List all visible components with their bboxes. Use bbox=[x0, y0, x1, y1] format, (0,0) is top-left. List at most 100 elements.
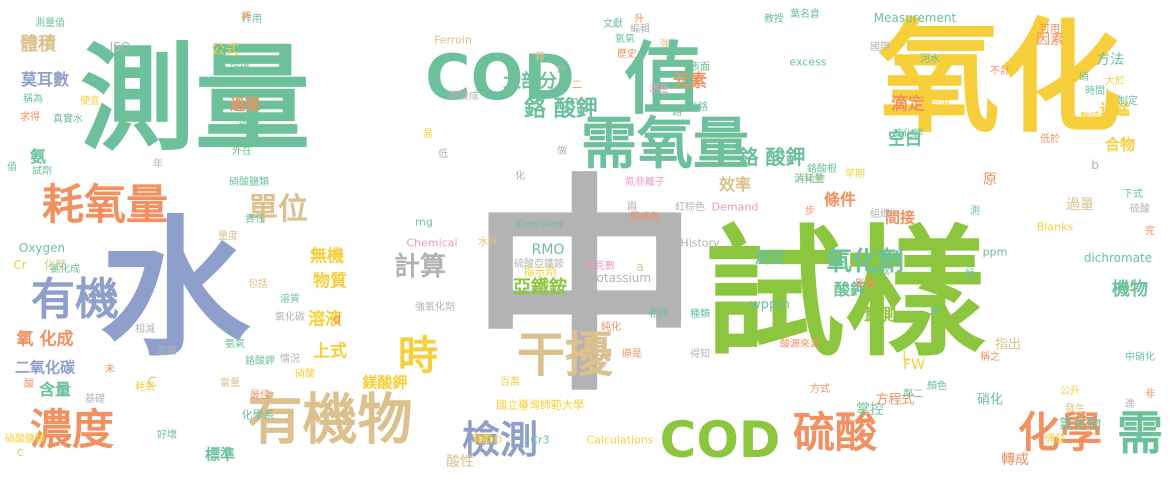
cloud-word: Measurement bbox=[873, 11, 957, 25]
cloud-word: 來源 bbox=[800, 339, 820, 350]
cloud-word: 水質 bbox=[478, 237, 498, 248]
cloud-word: 情況 bbox=[280, 354, 300, 365]
cloud-word: Chemical bbox=[406, 236, 458, 250]
cloud-word: 方式 bbox=[810, 384, 830, 395]
cloud-word: 元素 bbox=[673, 71, 707, 92]
cloud-word: 體積 bbox=[20, 34, 56, 55]
cloud-word: 偶發 bbox=[1045, 434, 1065, 445]
cloud-word: 二鉻 酸鉀 bbox=[718, 145, 806, 169]
cloud-word: d bbox=[332, 312, 342, 328]
cloud-word: 稱為 bbox=[23, 94, 43, 105]
cloud-word: 湖水 bbox=[236, 122, 256, 133]
cloud-word: 葉名倉 bbox=[790, 9, 820, 20]
cloud-word: 測量值 bbox=[35, 18, 65, 29]
cloud-word: Ferroin bbox=[434, 33, 472, 47]
cloud-word: 責任 bbox=[245, 214, 265, 225]
cloud-word: 值 bbox=[7, 162, 17, 173]
cloud-word: 莫耳數 bbox=[20, 70, 70, 89]
cloud-word: 基礎 bbox=[85, 394, 105, 405]
cloud-word: 錳 bbox=[965, 269, 975, 280]
cloud-word: 低於 bbox=[1040, 134, 1060, 145]
cloud-word: 亞鐵銨 bbox=[513, 277, 567, 298]
cloud-word: 酸鉀 bbox=[833, 280, 867, 299]
cloud-word: 可用 bbox=[1040, 24, 1060, 35]
cloud-word: 氯化物 bbox=[1059, 417, 1101, 433]
cloud-word: 表面 bbox=[690, 62, 710, 73]
cloud-word: 氨氣 bbox=[225, 339, 245, 350]
cloud-word: 做 bbox=[557, 146, 567, 157]
cloud-word: 測定 bbox=[754, 248, 786, 267]
cloud-word: 有機物 bbox=[247, 387, 413, 452]
cloud-word: 硝 bbox=[1079, 72, 1089, 83]
cloud-word: 分 bbox=[556, 64, 566, 75]
cloud-word: 測量 bbox=[79, 32, 311, 167]
cloud-word: 機物 bbox=[1112, 279, 1148, 300]
cloud-word: 原是 bbox=[622, 349, 642, 360]
cloud-word: 非 bbox=[1145, 389, 1155, 400]
cloud-word: 最佳 bbox=[250, 390, 270, 401]
cloud-word: 氧化劑 bbox=[825, 247, 905, 277]
cloud-word: BOD bbox=[477, 433, 503, 447]
cloud-word: 求得 bbox=[20, 112, 40, 123]
cloud-word: 空白值 bbox=[920, 97, 950, 108]
cloud-word: n bbox=[570, 94, 580, 110]
cloud-word: 轉變成 bbox=[449, 91, 479, 102]
cloud-word: 中硝化 bbox=[1125, 352, 1155, 363]
cloud-word: 年 bbox=[153, 159, 163, 170]
cloud-word: 需 bbox=[1117, 406, 1163, 460]
cloud-word: 指示劑 bbox=[523, 265, 557, 279]
cloud-word: 紅棕色 bbox=[675, 202, 705, 213]
cloud-word: 藉 bbox=[535, 52, 545, 63]
cloud-word: 發生 bbox=[1065, 404, 1085, 415]
cloud-word: a bbox=[636, 260, 644, 274]
cloud-word: 測 bbox=[970, 206, 980, 217]
cloud-word: 消耗量 bbox=[794, 174, 824, 185]
cloud-word: 間接 bbox=[884, 208, 916, 227]
cloud-word: 相伴 bbox=[649, 309, 669, 320]
cloud-word: 河水 bbox=[920, 54, 940, 65]
cloud-word: 效率 bbox=[718, 175, 752, 194]
cloud-word: 早期 bbox=[845, 169, 865, 180]
cloud-word: wppm bbox=[750, 297, 790, 313]
cloud-word: 計算 bbox=[393, 252, 447, 282]
cloud-word: Overview bbox=[516, 219, 564, 230]
cloud-word: 低 bbox=[438, 149, 448, 160]
cloud-word: Blanks bbox=[1036, 220, 1074, 234]
cloud-word: 耗氧量 bbox=[41, 180, 169, 229]
cloud-word: 真實水 bbox=[53, 114, 83, 125]
cloud-word: History bbox=[680, 236, 720, 250]
cloud-word: 硫酸 bbox=[1130, 204, 1150, 215]
cloud-word: 便宜 bbox=[80, 96, 100, 107]
cloud-word: 滴定 bbox=[891, 94, 925, 115]
cloud-word: mg bbox=[415, 215, 433, 229]
cloud-word: 鎂酸鉀 bbox=[362, 373, 408, 392]
cloud-word: 鉻酸鉀 bbox=[245, 356, 275, 367]
cloud-word: 公升 bbox=[1060, 386, 1080, 397]
cloud-word: 需氧量 bbox=[581, 112, 749, 177]
cloud-word: 文獻 bbox=[603, 19, 623, 30]
cloud-word: 化學 bbox=[44, 258, 66, 272]
cloud-word: 標準 bbox=[204, 445, 236, 464]
cloud-word: 原 bbox=[983, 172, 997, 188]
cloud-word: 不計 bbox=[990, 66, 1010, 77]
cloud-word: 中 bbox=[469, 156, 701, 423]
cloud-word: 氧 化成 bbox=[16, 329, 74, 350]
cloud-word: 氯化成 bbox=[50, 264, 80, 275]
cloud-word: 百萬 bbox=[500, 377, 520, 388]
cloud-word: 強氧化劑 bbox=[415, 302, 455, 313]
cloud-word: 污染物 bbox=[795, 174, 825, 185]
cloud-word: 二鉻 bbox=[688, 102, 708, 113]
cloud-word: 過程 bbox=[229, 95, 261, 114]
cloud-word: C bbox=[147, 375, 157, 391]
cloud-word: potassium bbox=[588, 271, 652, 285]
cloud-word: excess bbox=[789, 55, 827, 69]
cloud-word: COD bbox=[425, 41, 575, 114]
cloud-word: 化 bbox=[515, 171, 525, 182]
cloud-word: 硝酸 bbox=[295, 369, 315, 380]
cloud-word: 當量 bbox=[220, 378, 240, 389]
cloud-word: 轉成 bbox=[1001, 452, 1029, 468]
cloud-word: 包括 bbox=[248, 279, 268, 290]
cloud-word: 教授 bbox=[764, 14, 784, 25]
cloud-word: dichromate bbox=[1083, 251, 1153, 265]
